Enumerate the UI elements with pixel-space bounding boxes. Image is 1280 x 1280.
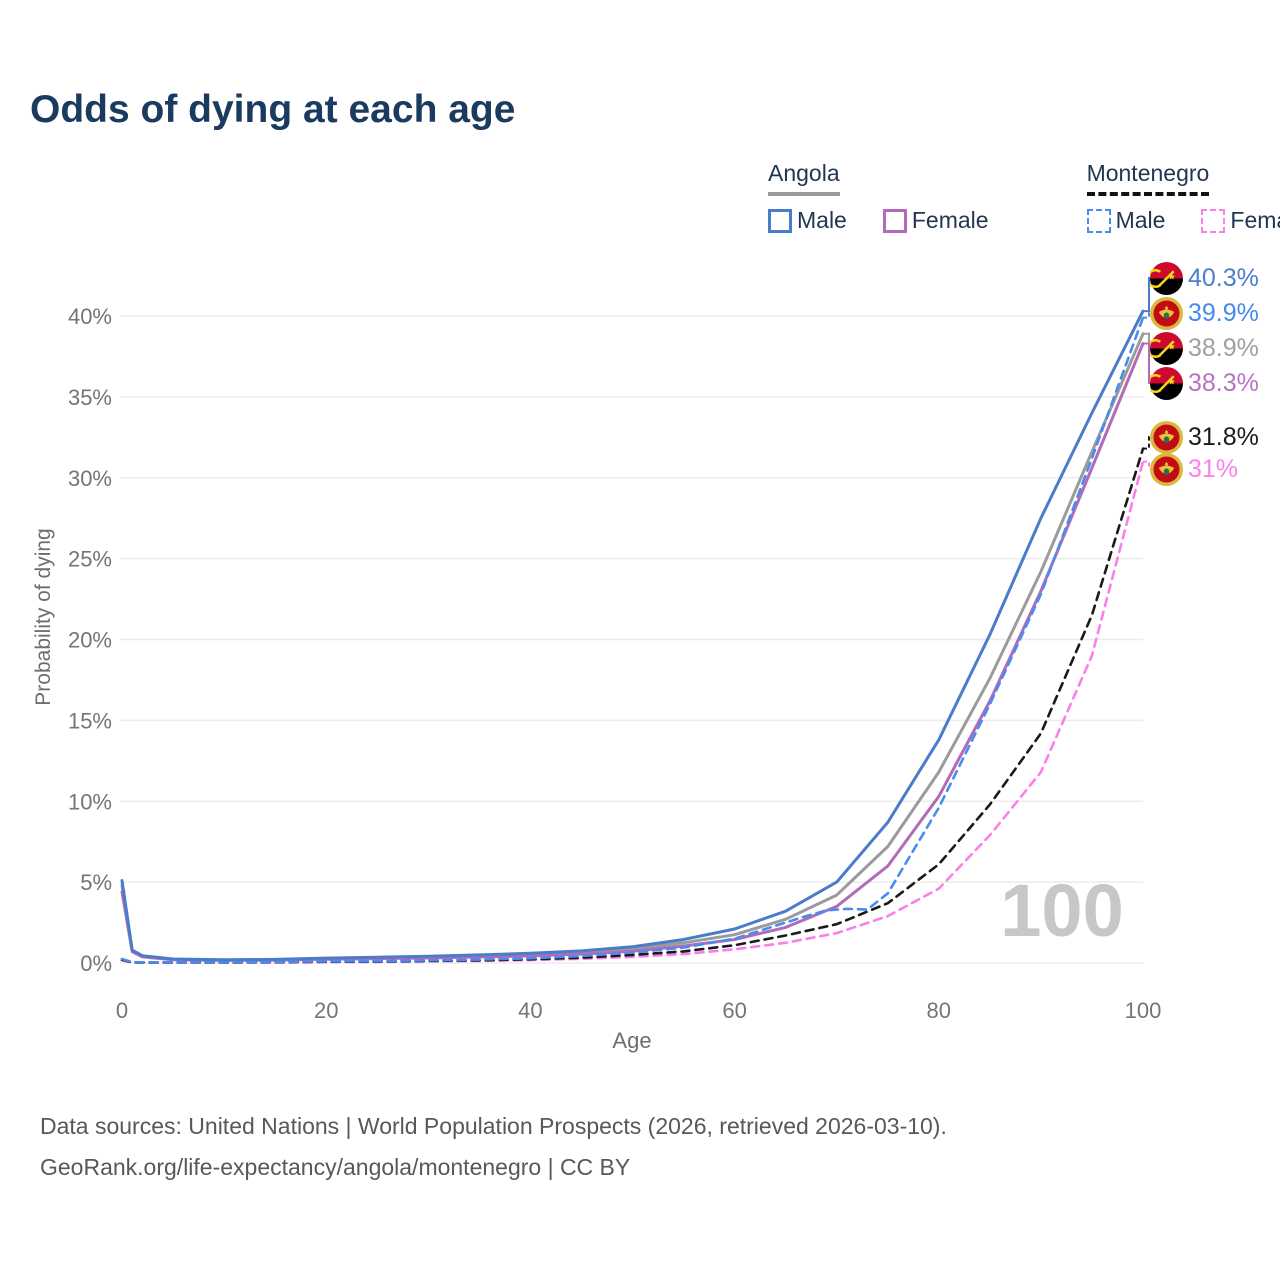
y-axis-title: Probability of dying — [32, 528, 55, 706]
end-value-angola-female: 38.3% — [1188, 368, 1259, 397]
legend-country-angola[interactable]: Angola — [768, 160, 840, 196]
y-tick-label-40: 40% — [68, 304, 112, 329]
y-tick-label-25: 25% — [68, 547, 112, 572]
end-value-montenegro-both: 31.8% — [1188, 422, 1259, 451]
end-value-montenegro-female: 31% — [1188, 454, 1239, 483]
y-tick-label-5: 5% — [80, 870, 112, 895]
page-title: Odds of dying at each age — [30, 88, 516, 131]
y-tick-label-35: 35% — [68, 385, 112, 410]
legend-country-montenegro[interactable]: Montenegro — [1086, 160, 1210, 196]
angola-flag-icon — [1150, 331, 1183, 365]
x-axis-title: Age — [612, 1028, 652, 1053]
montenegro-male-swatch-icon — [1086, 208, 1111, 233]
series-line-angola-both-sexes — [120, 332, 1145, 962]
footer: Data sources: United Nations | World Pop… — [40, 1106, 947, 1188]
end-label-angola-both: 38.9% — [1150, 331, 1259, 365]
legend-item-montenegro-female[interactable]: Female — [1201, 207, 1280, 234]
angola-flag-icon — [1150, 366, 1183, 400]
series-line-montenegro-male — [120, 316, 1145, 964]
legend-group-angola: Angola Male Female — [768, 160, 989, 234]
end-label-angola-female: 38.3% — [1150, 366, 1259, 400]
angola-flag-icon — [1150, 261, 1183, 295]
end-value-montenegro-male: 39.9% — [1188, 298, 1259, 327]
y-tick-label-30: 30% — [68, 466, 112, 491]
end-label-montenegro-female: 31% — [1150, 452, 1238, 486]
montenegro-flag-icon — [1150, 452, 1183, 486]
end-value-angola-both: 38.9% — [1188, 333, 1259, 362]
y-tick-label-0: 0% — [80, 951, 112, 976]
legend: Angola Male Female Montenegro Male Femal… — [768, 160, 1280, 234]
series-line-montenegro-both-sexes — [120, 447, 1145, 964]
legend-item-angola-male[interactable]: Male — [768, 207, 847, 234]
angola-male-swatch-icon — [768, 208, 792, 233]
end-value-angola-male: 40.3% — [1188, 263, 1259, 292]
x-tick-label-0: 0 — [116, 998, 128, 1023]
legend-group-montenegro: Montenegro Male Female — [1086, 160, 1280, 234]
x-tick-label-60: 60 — [722, 998, 746, 1023]
y-tick-label-15: 15% — [68, 708, 112, 733]
end-label-montenegro-male: 39.9% — [1150, 296, 1259, 330]
montenegro-flag-icon — [1150, 420, 1183, 454]
connector-montenegro-male — [1143, 312, 1154, 319]
montenegro-female-swatch-icon — [1201, 208, 1226, 233]
x-tick-label-100: 100 — [1125, 998, 1162, 1023]
y-tick-label-20: 20% — [68, 628, 112, 653]
age-watermark: 100 — [1000, 869, 1123, 952]
end-label-montenegro-both: 31.8% — [1150, 420, 1259, 454]
end-label-angola-male: 40.3% — [1150, 261, 1259, 295]
footer-attribution[interactable]: GeoRank.org/life-expectancy/angola/monte… — [40, 1154, 631, 1180]
angola-female-swatch-icon — [882, 208, 907, 233]
series-line-angola-male — [120, 309, 1145, 962]
connector-montenegro-both-sexes — [1143, 436, 1154, 450]
y-tick-label-10: 10% — [68, 789, 112, 814]
montenegro-flag-icon — [1150, 296, 1183, 330]
legend-item-angola-female[interactable]: Female — [882, 207, 989, 234]
series-line-angola-female — [120, 342, 1145, 962]
legend-item-montenegro-male[interactable]: Male — [1086, 207, 1165, 234]
x-tick-label-40: 40 — [518, 998, 542, 1023]
footer-data-sources: Data sources: United Nations | World Pop… — [40, 1113, 947, 1139]
x-tick-label-20: 20 — [314, 998, 338, 1023]
series-line-montenegro-female — [120, 460, 1145, 964]
x-tick-label-80: 80 — [927, 998, 951, 1023]
